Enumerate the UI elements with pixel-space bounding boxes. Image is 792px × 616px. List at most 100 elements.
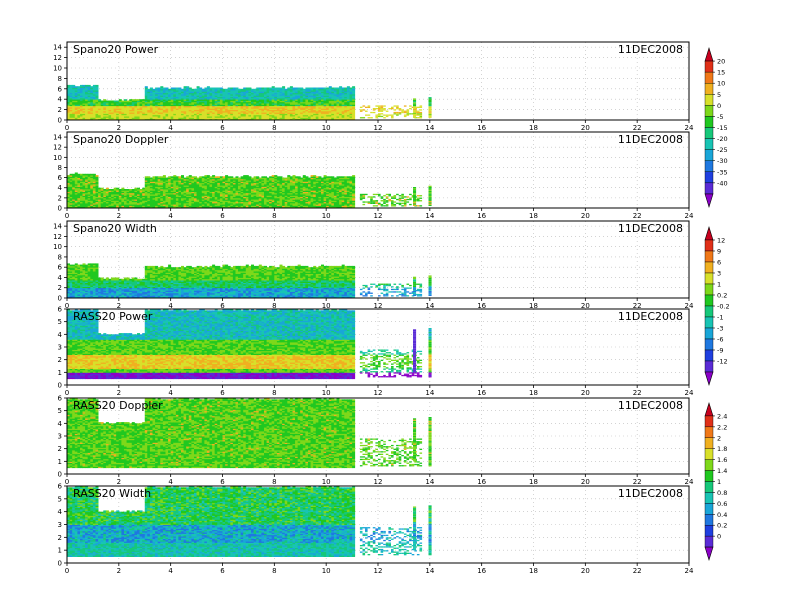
heatmap-cell <box>383 117 386 118</box>
x-tick-label: 18 <box>529 124 538 132</box>
heatmap-cell <box>429 111 432 112</box>
x-tick-label: 20 <box>581 124 590 132</box>
heatmap-cell <box>404 112 407 113</box>
heatmap-cell <box>407 111 410 112</box>
heatmap-cell <box>181 89 184 91</box>
heatmap-cell <box>429 104 432 105</box>
heatmap-cell <box>360 111 363 112</box>
heatmap-cell <box>350 88 353 90</box>
heatmap-cell <box>132 189 135 191</box>
heatmap-cell <box>223 89 226 91</box>
heatmap-cells <box>67 85 432 120</box>
heatmap-cell <box>429 117 432 118</box>
heatmap-cell <box>127 189 130 191</box>
heatmap-cell <box>254 176 257 178</box>
heatmap-cell <box>368 105 371 106</box>
heatmap-cell <box>256 176 259 178</box>
heatmap-cell <box>388 115 391 116</box>
heatmap-cell <box>116 101 119 103</box>
heatmap-cell <box>337 88 340 90</box>
heatmap-cell <box>150 178 153 180</box>
heatmap-cell <box>420 107 423 108</box>
heatmap-cell <box>158 176 161 178</box>
x-tick-label: 2 <box>117 124 121 132</box>
heatmap-cell <box>420 109 423 110</box>
heatmap-cell <box>158 88 161 90</box>
heatmap-cell <box>413 100 416 101</box>
heatmap-cell <box>212 175 215 177</box>
heatmap-cell <box>417 112 420 113</box>
heatmap-cell <box>199 88 202 90</box>
heatmap-cell <box>109 101 112 103</box>
heatmap-cell <box>70 85 73 87</box>
heatmap-cell <box>287 175 290 177</box>
heatmap-cell <box>137 99 140 101</box>
heatmap-cell <box>75 86 78 88</box>
heatmap-cell <box>264 88 267 90</box>
heatmap-cell <box>251 178 254 180</box>
heatmap-cell <box>413 101 416 102</box>
heatmap-cell <box>121 188 124 190</box>
heatmap-cell <box>243 175 246 177</box>
heatmap-cell <box>191 89 194 91</box>
heatmap-cell <box>429 109 432 110</box>
heatmap-cell <box>274 88 277 90</box>
heatmap-cell <box>171 88 174 90</box>
heatmap-cell <box>282 178 285 180</box>
heatmap-cell <box>287 88 290 90</box>
heatmap-cell <box>420 112 423 113</box>
heatmap-cell <box>197 178 200 180</box>
heatmap-cell <box>375 105 378 106</box>
heatmap-cell <box>184 86 187 88</box>
heatmap-cell <box>396 108 399 109</box>
heatmap-cell <box>381 113 384 114</box>
heatmap-cell <box>293 175 296 177</box>
heatmap-cell <box>98 188 101 190</box>
x-tick-label: 10 <box>322 124 331 132</box>
heatmap-cell <box>429 97 432 98</box>
heatmap-cell <box>261 88 264 90</box>
heatmap-cell <box>202 176 205 178</box>
heatmap-cell <box>373 109 376 110</box>
heatmap-cell <box>153 176 156 178</box>
heatmap-cell <box>413 98 416 99</box>
heatmap-cell <box>429 108 432 109</box>
heatmap-cell <box>129 189 132 191</box>
heatmap-cells <box>67 173 432 209</box>
heatmap-cell <box>429 113 432 114</box>
heatmap-cell <box>243 88 246 90</box>
heatmap-cell <box>282 86 285 88</box>
heatmap-cell <box>88 85 91 87</box>
heatmap-cell <box>360 117 363 118</box>
heatmap-cell <box>429 115 432 116</box>
heatmap-cell <box>220 88 223 90</box>
heatmap-cell <box>166 178 169 180</box>
heatmap-cell <box>155 88 158 90</box>
heatmap-cell <box>134 188 137 190</box>
heatmap-cell <box>119 189 122 191</box>
heatmap-cell <box>331 88 334 90</box>
heatmap-cell <box>413 111 416 112</box>
heatmap-cell <box>83 174 86 176</box>
y-tick-label: 8 <box>58 75 62 83</box>
heatmap-cell <box>386 111 389 112</box>
heatmap-cell <box>93 174 96 176</box>
heatmap-cell <box>238 178 241 180</box>
heatmap-cell <box>223 176 226 178</box>
heatmap-cell <box>111 101 114 103</box>
heatmap-cell <box>181 175 184 177</box>
heatmap-cell <box>429 110 432 111</box>
heatmap-cell <box>368 117 371 118</box>
heatmap-cell <box>147 176 150 178</box>
heatmap-cell <box>375 116 378 117</box>
heatmap-cell <box>413 110 416 111</box>
heatmap-cell <box>88 174 91 176</box>
heatmap-cell <box>407 115 410 116</box>
heatmap-cell <box>417 111 420 112</box>
heatmap-cell <box>391 115 394 116</box>
y-tick-label: 10 <box>53 65 62 73</box>
heatmap-cell <box>399 108 402 109</box>
heatmap-cell <box>197 86 200 88</box>
